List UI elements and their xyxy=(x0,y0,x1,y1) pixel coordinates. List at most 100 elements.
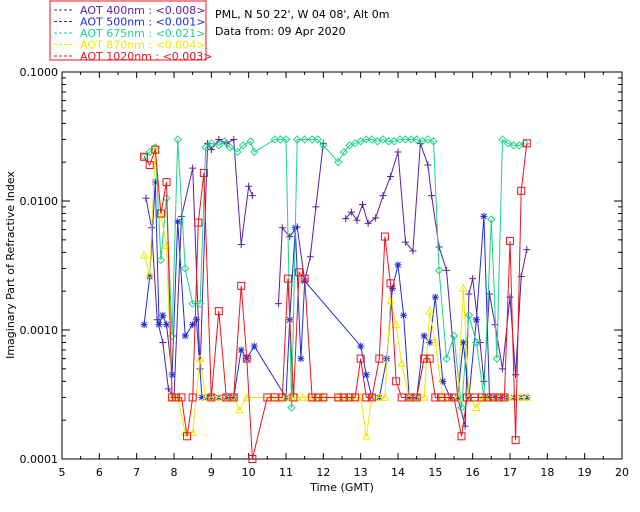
data-point xyxy=(498,135,507,144)
data-point xyxy=(159,311,167,319)
data-point xyxy=(155,321,163,329)
data-point xyxy=(238,141,248,150)
legend-box xyxy=(49,0,207,61)
data-point xyxy=(386,279,395,288)
data-point xyxy=(237,346,245,354)
series-layer xyxy=(139,135,532,463)
y-tick-label: 0.0001 xyxy=(20,453,59,466)
data-point xyxy=(457,403,466,412)
data-point xyxy=(237,241,245,249)
data-point xyxy=(159,339,167,347)
data-point xyxy=(195,299,205,308)
data-point xyxy=(522,392,532,401)
data-point xyxy=(173,135,182,144)
data-point xyxy=(246,137,255,146)
data-point xyxy=(429,137,438,146)
data-point xyxy=(250,147,259,157)
data-point xyxy=(400,311,408,319)
data-point xyxy=(306,253,314,261)
data-point xyxy=(146,272,154,280)
x-tick-label: 8 xyxy=(171,466,178,479)
data-point xyxy=(313,393,322,402)
data-point xyxy=(516,392,526,401)
data-point xyxy=(207,139,216,148)
data-point xyxy=(163,321,171,329)
data-point xyxy=(465,290,473,298)
location-label: PML, N 50 22', W 04 08', Alt 0m xyxy=(215,8,389,21)
data-point xyxy=(177,212,185,220)
series-4 xyxy=(140,139,531,463)
data-point xyxy=(140,152,149,161)
data-point xyxy=(319,141,328,150)
x-tick-label: 16 xyxy=(466,466,480,479)
data-point xyxy=(206,392,216,401)
x-tick-label: 10 xyxy=(242,466,256,479)
data-point xyxy=(270,135,280,144)
data-point xyxy=(522,139,531,148)
data-point xyxy=(449,331,459,341)
data-point xyxy=(509,141,518,150)
data-point xyxy=(156,209,165,218)
data-point xyxy=(225,143,235,152)
data-point xyxy=(506,236,514,245)
data-point xyxy=(342,215,350,223)
data-point xyxy=(139,250,149,259)
data-point xyxy=(503,139,513,148)
data-point xyxy=(517,186,526,195)
data-point xyxy=(312,203,320,211)
data-point xyxy=(499,365,507,373)
data-point xyxy=(430,337,440,346)
data-point xyxy=(162,178,171,187)
data-point xyxy=(220,137,229,146)
data-point xyxy=(164,385,172,393)
data-point xyxy=(199,168,208,177)
data-point xyxy=(457,432,466,441)
x-tick-label: 18 xyxy=(540,466,554,479)
data-point xyxy=(140,321,148,329)
data-point xyxy=(237,281,246,290)
legend-entry: AOT 500nm : <0.001> xyxy=(80,16,206,29)
data-point xyxy=(283,274,292,283)
data-point xyxy=(233,147,242,157)
data-point xyxy=(307,135,317,144)
data-point xyxy=(419,392,429,401)
data-point xyxy=(351,393,360,402)
data-point xyxy=(245,182,253,190)
data-point xyxy=(401,135,410,144)
data-point xyxy=(250,342,258,350)
data-point xyxy=(151,145,160,154)
data-point xyxy=(431,393,440,402)
data-point xyxy=(298,392,308,401)
data-point xyxy=(425,354,434,363)
data-point xyxy=(313,135,322,144)
data-point xyxy=(364,219,372,227)
data-point xyxy=(397,358,407,367)
data-point xyxy=(500,393,509,402)
data-point xyxy=(487,215,496,224)
data-point xyxy=(189,164,197,172)
data-point xyxy=(435,243,443,251)
x-tick-label: 5 xyxy=(59,466,66,479)
data-point xyxy=(171,393,180,402)
data-point xyxy=(353,216,361,224)
data-point xyxy=(375,354,384,363)
data-point xyxy=(509,392,519,401)
data-point xyxy=(483,393,492,402)
data-point xyxy=(426,339,434,347)
data-point xyxy=(189,321,197,329)
data-point xyxy=(450,393,458,402)
data-point xyxy=(442,354,451,363)
data-point xyxy=(362,371,370,379)
data-point xyxy=(356,354,365,363)
x-tick-label: 12 xyxy=(316,466,330,479)
data-point xyxy=(434,266,444,275)
data-point xyxy=(464,311,474,320)
data-point xyxy=(248,192,256,200)
x-tick-label: 19 xyxy=(578,466,592,479)
data-point xyxy=(145,161,154,170)
x-tick-label: 7 xyxy=(133,466,140,479)
data-point xyxy=(420,354,429,363)
data-point xyxy=(412,393,421,402)
data-point xyxy=(472,338,481,347)
data-point xyxy=(367,135,377,144)
